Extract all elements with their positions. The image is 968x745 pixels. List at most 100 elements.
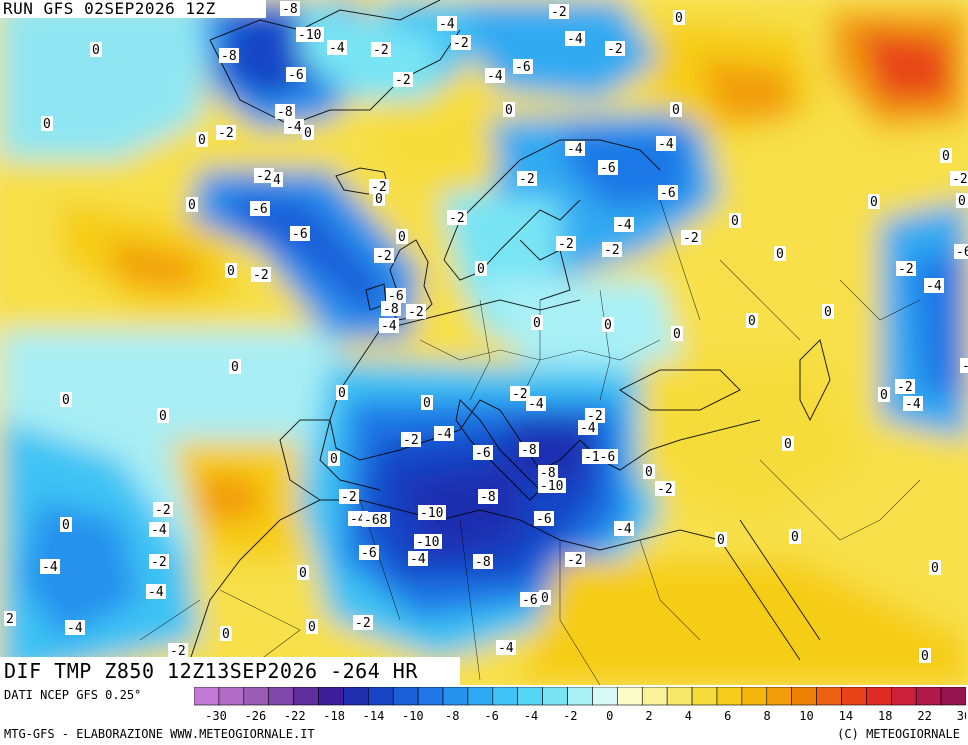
legend-tick-label: 8 [764, 709, 771, 723]
contour-label: -6 [598, 160, 618, 176]
svg-text:-1-6: -1-6 [584, 450, 615, 465]
svg-text:-2: -2 [512, 387, 528, 402]
svg-text:-2: -2 [683, 231, 699, 246]
contour-label: -6 [473, 445, 493, 461]
legend-swatch [368, 687, 394, 706]
svg-text:-2: -2 [256, 169, 272, 184]
contour-label: -2 [605, 41, 625, 57]
svg-text:-4: -4 [905, 397, 921, 412]
country-borders [139, 199, 921, 685]
legend-swatch [791, 687, 817, 706]
svg-text:0: 0 [673, 327, 681, 342]
contour-label: 0 [822, 304, 834, 320]
contour-label: -6 [534, 511, 554, 527]
legend-swatch [766, 687, 792, 706]
contour-label: -10 [296, 27, 324, 43]
svg-text:-4: -4 [67, 621, 83, 636]
svg-text:-4: -4 [567, 142, 583, 157]
contour-label: 0 [602, 317, 614, 333]
contour-label: 0 [306, 619, 318, 635]
contour-label: 0 [157, 408, 169, 424]
legend-tick-label: 10 [799, 709, 813, 723]
svg-text:0: 0 [541, 591, 549, 606]
contour-label: -4 [65, 620, 85, 636]
svg-text:-2: -2 [897, 380, 913, 395]
contour-label: 0 [421, 395, 433, 411]
legend-swatch [567, 687, 593, 706]
contour-label: -2 [216, 125, 236, 141]
legend-swatch [293, 687, 319, 706]
contour-label: -8 [275, 104, 295, 120]
svg-text:0: 0 [43, 117, 51, 132]
legend-swatch [194, 687, 220, 706]
contour-label: -4 [40, 559, 60, 575]
legend-swatch [417, 687, 444, 706]
contour-label: 0 [531, 315, 543, 331]
legend-swatch [890, 687, 917, 706]
contour-label: -2 [339, 489, 359, 505]
contour-label: -4 [614, 217, 634, 233]
contour-label: -2 [353, 615, 373, 631]
contour-label: 0 [41, 116, 53, 132]
credit-line: MTG-GFS - ELABORAZIONE WWW.METEOGIORNALE… [4, 727, 315, 741]
svg-text:-2: -2 [395, 73, 411, 88]
svg-text:-2: -2 [657, 482, 673, 497]
svg-text:0: 0 [227, 264, 235, 279]
svg-text:0: 0 [870, 195, 878, 210]
contour-label: 0 [302, 125, 314, 141]
svg-text:-6: -6 [536, 512, 552, 527]
contour-label: -4 [146, 584, 166, 600]
legend-tick-label: -2 [563, 709, 577, 723]
contour-label: -4 [327, 40, 347, 56]
svg-text:-2: -2 [952, 172, 968, 187]
contour-label: 0 [90, 42, 102, 58]
contour-label: -4 [578, 420, 598, 436]
contour-label: 0 [919, 648, 931, 664]
contour-label: -2 [168, 643, 188, 659]
contour-label: 0 [60, 517, 72, 533]
svg-text:-4: -4 [350, 512, 366, 527]
svg-text:0: 0 [880, 388, 888, 403]
legend-tick-label: -10 [402, 709, 424, 723]
contour-labels: -8-10-4 -2-8-6 -2-8-400-20 0-4-2-2-4-20-6-4… [4, 1, 968, 664]
legend-tick-label: 0 [606, 709, 613, 723]
contour-label: -8 [478, 489, 498, 505]
legend-tick-label: 30 [957, 709, 966, 723]
svg-text:-2: -2 [170, 644, 186, 659]
contour-label: 0 [539, 590, 551, 606]
legend-swatch [268, 687, 294, 706]
contour-label: 0 [715, 532, 727, 548]
svg-text:0: 0 [931, 561, 939, 576]
svg-text:0: 0 [231, 360, 239, 375]
svg-text:-6: -6 [956, 245, 968, 260]
svg-text:-6: -6 [522, 593, 538, 608]
legend-tick-label: -8 [445, 709, 459, 723]
svg-text:-6: -6 [252, 202, 268, 217]
contour-label: -4 [284, 119, 304, 135]
svg-text:-8: -8 [540, 466, 556, 481]
svg-text:-2: -2 [449, 211, 465, 226]
contour-label: 0 [956, 193, 968, 209]
title-box [0, 657, 460, 685]
legend-tick-label: 18 [878, 709, 892, 723]
svg-text:-2: -2 [558, 237, 574, 252]
svg-text:-2: -2 [604, 243, 620, 258]
contour-label: -4 [379, 318, 399, 334]
contour-label: -2 [254, 168, 274, 184]
contour-label: -2 [401, 432, 421, 448]
svg-text:-2: -2 [898, 262, 914, 277]
contour-label: -2 [565, 552, 585, 568]
svg-text:0: 0 [791, 530, 799, 545]
contour-label: 0 [746, 313, 758, 329]
legend-tick-label: 6 [724, 709, 731, 723]
svg-text:0: 0 [159, 409, 167, 424]
svg-text:-10: -10 [420, 506, 443, 521]
svg-text:0: 0 [784, 437, 792, 452]
contour-label: -6 [386, 288, 406, 304]
svg-text:-2: -2 [408, 305, 424, 320]
data-source: DATI NCEP GFS 0.25° [4, 688, 142, 702]
contour-label: -2 [950, 171, 968, 187]
contour-label: 0 [503, 102, 515, 118]
contour-label: -8 [519, 442, 539, 458]
legend-tick-label: -22 [284, 709, 306, 723]
